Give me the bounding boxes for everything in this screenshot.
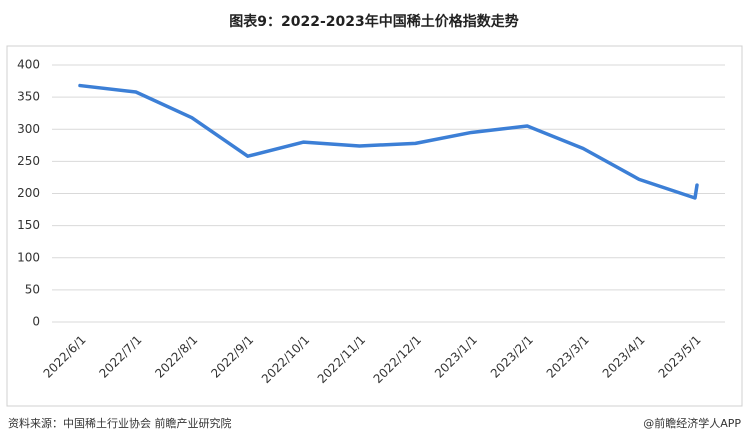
chart-frame (6, 45, 743, 407)
x-tick-label: 2023/3/1 (544, 333, 592, 381)
y-tick-label: 50 (25, 282, 40, 296)
line (78, 83, 699, 200)
x-tick-label: 2022/8/1 (152, 333, 200, 381)
y-tick-label: 250 (17, 154, 40, 168)
y-tick-label: 300 (17, 122, 40, 136)
x-tick-label: 2022/9/1 (208, 333, 256, 381)
x-tick-label: 2023/4/1 (600, 333, 648, 381)
x-tick-label: 2023/1/1 (432, 333, 480, 381)
x-tick-label: 2022/11/1 (315, 333, 368, 386)
y-tick-label: 150 (17, 218, 40, 232)
y-tick-label: 200 (17, 186, 40, 200)
y-tick-label: 400 (17, 58, 40, 72)
brand: @前瞻经济学人APP (643, 416, 741, 430)
chart-title: 图表9：2022-2023年中国稀土价格指数走势 (229, 13, 518, 30)
x-tick-label: 2022/7/1 (96, 333, 144, 381)
source: 资料来源：中国稀土行业协会 前瞻产业研究院 (8, 416, 232, 430)
x-tick-label: 2022/12/1 (371, 333, 424, 386)
y-tick-label: 350 (17, 90, 40, 104)
y-tick-label: 100 (17, 250, 40, 264)
x-tick-label: 2022/10/1 (259, 333, 312, 386)
x-tick-label: 2022/6/1 (41, 333, 89, 381)
x-tick-label: 2023/5/1 (656, 333, 704, 381)
y-tick-label: 0 (32, 315, 40, 329)
x-tick-label: 2023/2/1 (488, 333, 536, 381)
